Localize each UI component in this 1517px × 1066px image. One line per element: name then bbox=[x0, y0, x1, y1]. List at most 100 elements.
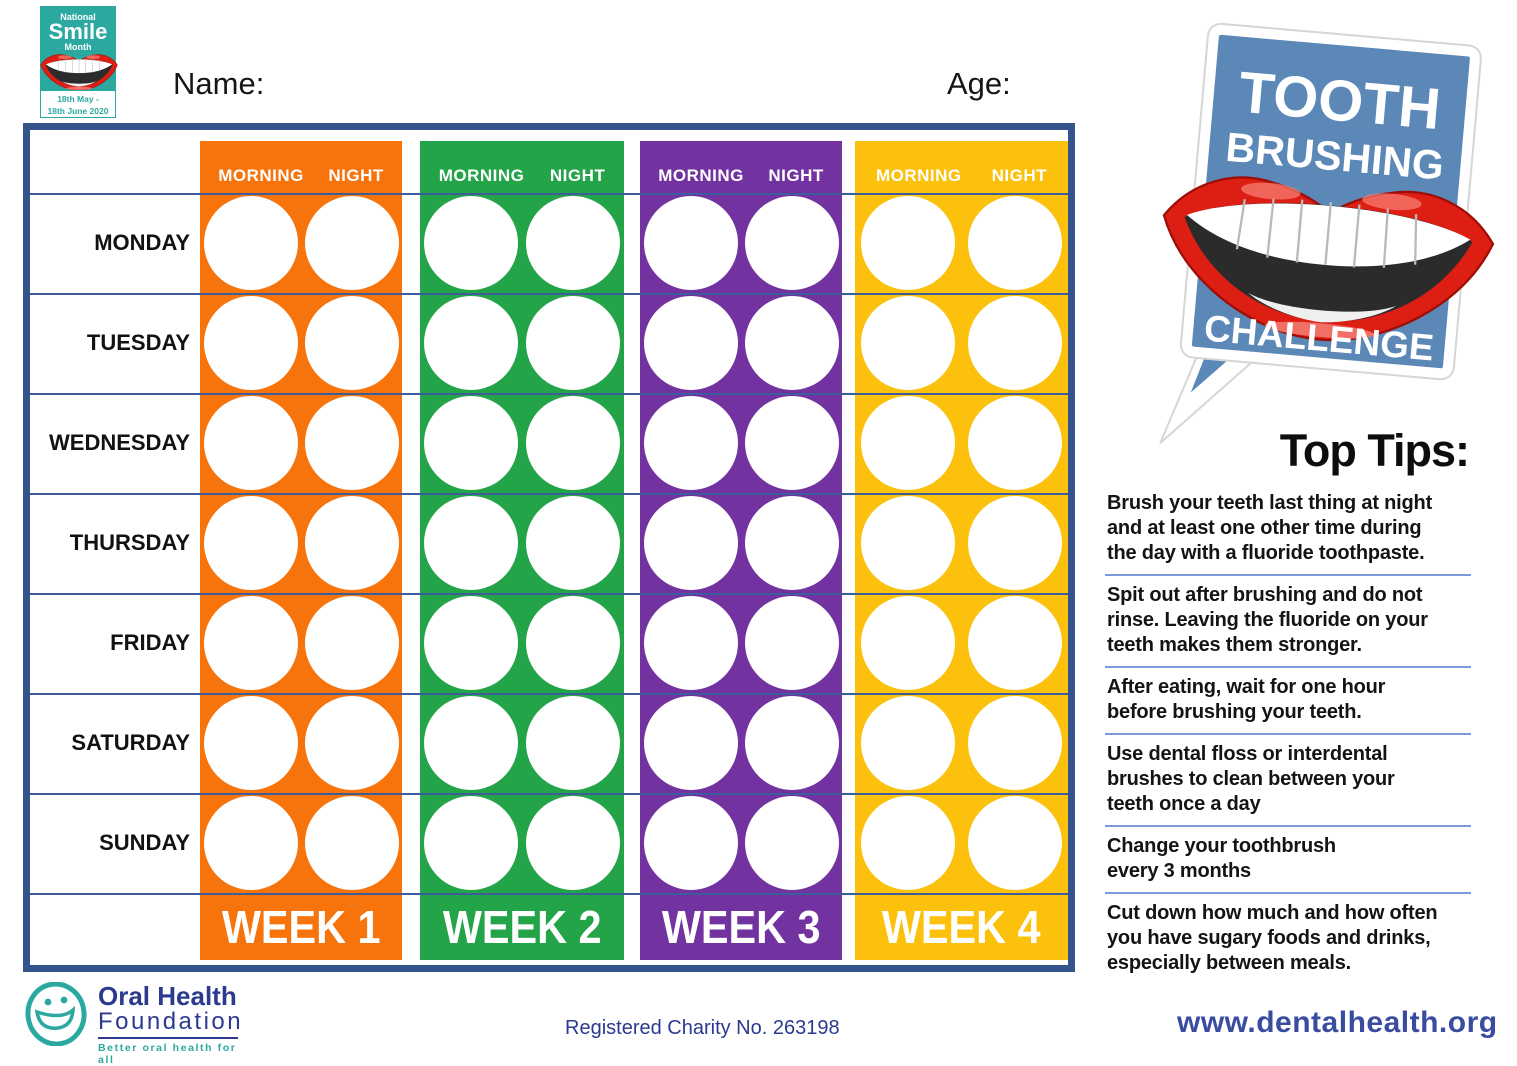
brush-circle-night[interactable] bbox=[967, 596, 1062, 690]
brush-circle-night[interactable] bbox=[304, 496, 399, 590]
brush-cell bbox=[855, 393, 1068, 493]
national-smile-month-logo: National Smile Month 18th May - 18th Jun… bbox=[40, 6, 116, 118]
brush-circle-night[interactable] bbox=[744, 596, 839, 690]
brush-circle-night[interactable] bbox=[304, 296, 399, 390]
brush-circle-night[interactable] bbox=[526, 596, 620, 690]
day-label-monday: MONDAY bbox=[94, 230, 190, 255]
smile-month-line3: Month bbox=[64, 42, 92, 52]
brush-circle-night[interactable] bbox=[744, 696, 839, 790]
brush-circle-morning[interactable] bbox=[424, 296, 518, 390]
brush-cell bbox=[200, 793, 402, 893]
brush-cell bbox=[420, 393, 624, 493]
brush-circle-night[interactable] bbox=[967, 196, 1062, 290]
brush-circle-night[interactable] bbox=[744, 396, 839, 490]
brush-circle-night[interactable] bbox=[744, 296, 839, 390]
row-line bbox=[30, 493, 1068, 495]
brush-circle-morning[interactable] bbox=[861, 396, 956, 490]
brush-circle-night[interactable] bbox=[967, 796, 1062, 890]
brush-circle-morning[interactable] bbox=[643, 696, 738, 790]
dates-line1: 18th May - bbox=[57, 94, 99, 104]
brush-circle-morning[interactable] bbox=[203, 596, 298, 690]
brush-circle-night[interactable] bbox=[526, 196, 620, 290]
brush-circle-morning[interactable] bbox=[643, 396, 738, 490]
brush-circle-morning[interactable] bbox=[861, 496, 956, 590]
night-label: NIGHT bbox=[768, 166, 824, 185]
row-line bbox=[30, 793, 1068, 795]
brush-circle-morning[interactable] bbox=[861, 596, 956, 690]
brush-cell bbox=[640, 593, 842, 693]
brush-circle-morning[interactable] bbox=[424, 196, 518, 290]
tip-item: Use dental floss or interdental brushes … bbox=[1105, 733, 1471, 825]
brush-cell bbox=[855, 193, 1068, 293]
brush-cell bbox=[640, 693, 842, 793]
brush-circle-morning[interactable] bbox=[203, 696, 298, 790]
tips-list: Brush your teeth last thing at night and… bbox=[1105, 484, 1471, 984]
brush-circle-night[interactable] bbox=[967, 696, 1062, 790]
age-label: Age: bbox=[947, 66, 1011, 101]
brush-cell bbox=[200, 493, 402, 593]
brush-circle-morning[interactable] bbox=[203, 196, 298, 290]
brush-cell bbox=[200, 293, 402, 393]
brush-circle-morning[interactable] bbox=[643, 196, 738, 290]
brush-circle-morning[interactable] bbox=[861, 296, 956, 390]
org-tagline: Better oral health for all bbox=[98, 1042, 237, 1066]
brush-circle-night[interactable] bbox=[304, 196, 399, 290]
column-header: MORNING NIGHT bbox=[200, 141, 402, 193]
morning-label: MORNING bbox=[438, 166, 525, 185]
brush-circle-morning[interactable] bbox=[643, 296, 738, 390]
brush-circle-night[interactable] bbox=[967, 296, 1062, 390]
brush-circle-morning[interactable] bbox=[203, 396, 298, 490]
brush-cell bbox=[420, 793, 624, 893]
tip-item: After eating, wait for one hour before b… bbox=[1105, 666, 1471, 733]
brush-circle-night[interactable] bbox=[967, 496, 1062, 590]
week-column-1: MORNING NIGHT WEEK 1 bbox=[200, 141, 402, 960]
brush-circle-night[interactable] bbox=[526, 796, 620, 890]
org-name-line2: Foundation bbox=[98, 1008, 244, 1035]
brush-circle-night[interactable] bbox=[744, 796, 839, 890]
row-line bbox=[30, 893, 1068, 895]
brush-cell bbox=[200, 593, 402, 693]
brush-circle-morning[interactable] bbox=[424, 496, 518, 590]
top-tips-heading: Top Tips: bbox=[1279, 425, 1470, 476]
brush-circle-night[interactable] bbox=[304, 596, 399, 690]
smile-month-line2: Smile bbox=[48, 19, 108, 44]
brush-circle-night[interactable] bbox=[304, 396, 399, 490]
brush-circle-night[interactable] bbox=[526, 396, 620, 490]
row-line bbox=[30, 593, 1068, 595]
website-link[interactable]: www.dentalhealth.org bbox=[1177, 1006, 1498, 1039]
brush-circle-night[interactable] bbox=[304, 796, 399, 890]
brush-circle-night[interactable] bbox=[967, 396, 1062, 490]
dates-line2: 18th June 2020 bbox=[47, 106, 109, 116]
smile-month-panel: National Smile Month bbox=[41, 7, 115, 90]
brush-circle-morning[interactable] bbox=[203, 496, 298, 590]
row-line bbox=[30, 393, 1068, 395]
week-column-4: MORNING NIGHT WEEK 4 bbox=[855, 141, 1068, 960]
brush-circle-morning[interactable] bbox=[424, 396, 518, 490]
brush-circle-night[interactable] bbox=[744, 496, 839, 590]
lips-icon bbox=[37, 51, 121, 91]
brush-circle-morning[interactable] bbox=[861, 696, 956, 790]
brush-circle-morning[interactable] bbox=[424, 796, 518, 890]
brush-circle-morning[interactable] bbox=[643, 496, 738, 590]
brush-circle-night[interactable] bbox=[526, 496, 620, 590]
brush-circle-night[interactable] bbox=[526, 296, 620, 390]
oral-health-foundation-logo bbox=[25, 982, 87, 1046]
column-header: MORNING NIGHT bbox=[420, 141, 624, 193]
morning-label: MORNING bbox=[658, 166, 744, 185]
charity-number: Registered Charity No. 263198 bbox=[565, 1017, 840, 1039]
brush-circle-night[interactable] bbox=[526, 696, 620, 790]
brush-circle-morning[interactable] bbox=[643, 796, 738, 890]
day-label-thursday: THURSDAY bbox=[69, 530, 190, 555]
brush-circle-morning[interactable] bbox=[424, 696, 518, 790]
brush-circle-night[interactable] bbox=[744, 196, 839, 290]
morning-label: MORNING bbox=[218, 166, 304, 185]
brush-cell bbox=[200, 193, 402, 293]
brush-circle-night[interactable] bbox=[304, 696, 399, 790]
brush-circle-morning[interactable] bbox=[861, 796, 956, 890]
brush-circle-morning[interactable] bbox=[203, 296, 298, 390]
brush-circle-morning[interactable] bbox=[424, 596, 518, 690]
day-label-saturday: SATURDAY bbox=[71, 730, 190, 755]
brush-circle-morning[interactable] bbox=[643, 596, 738, 690]
brush-circle-morning[interactable] bbox=[861, 196, 956, 290]
brush-circle-morning[interactable] bbox=[203, 796, 298, 890]
